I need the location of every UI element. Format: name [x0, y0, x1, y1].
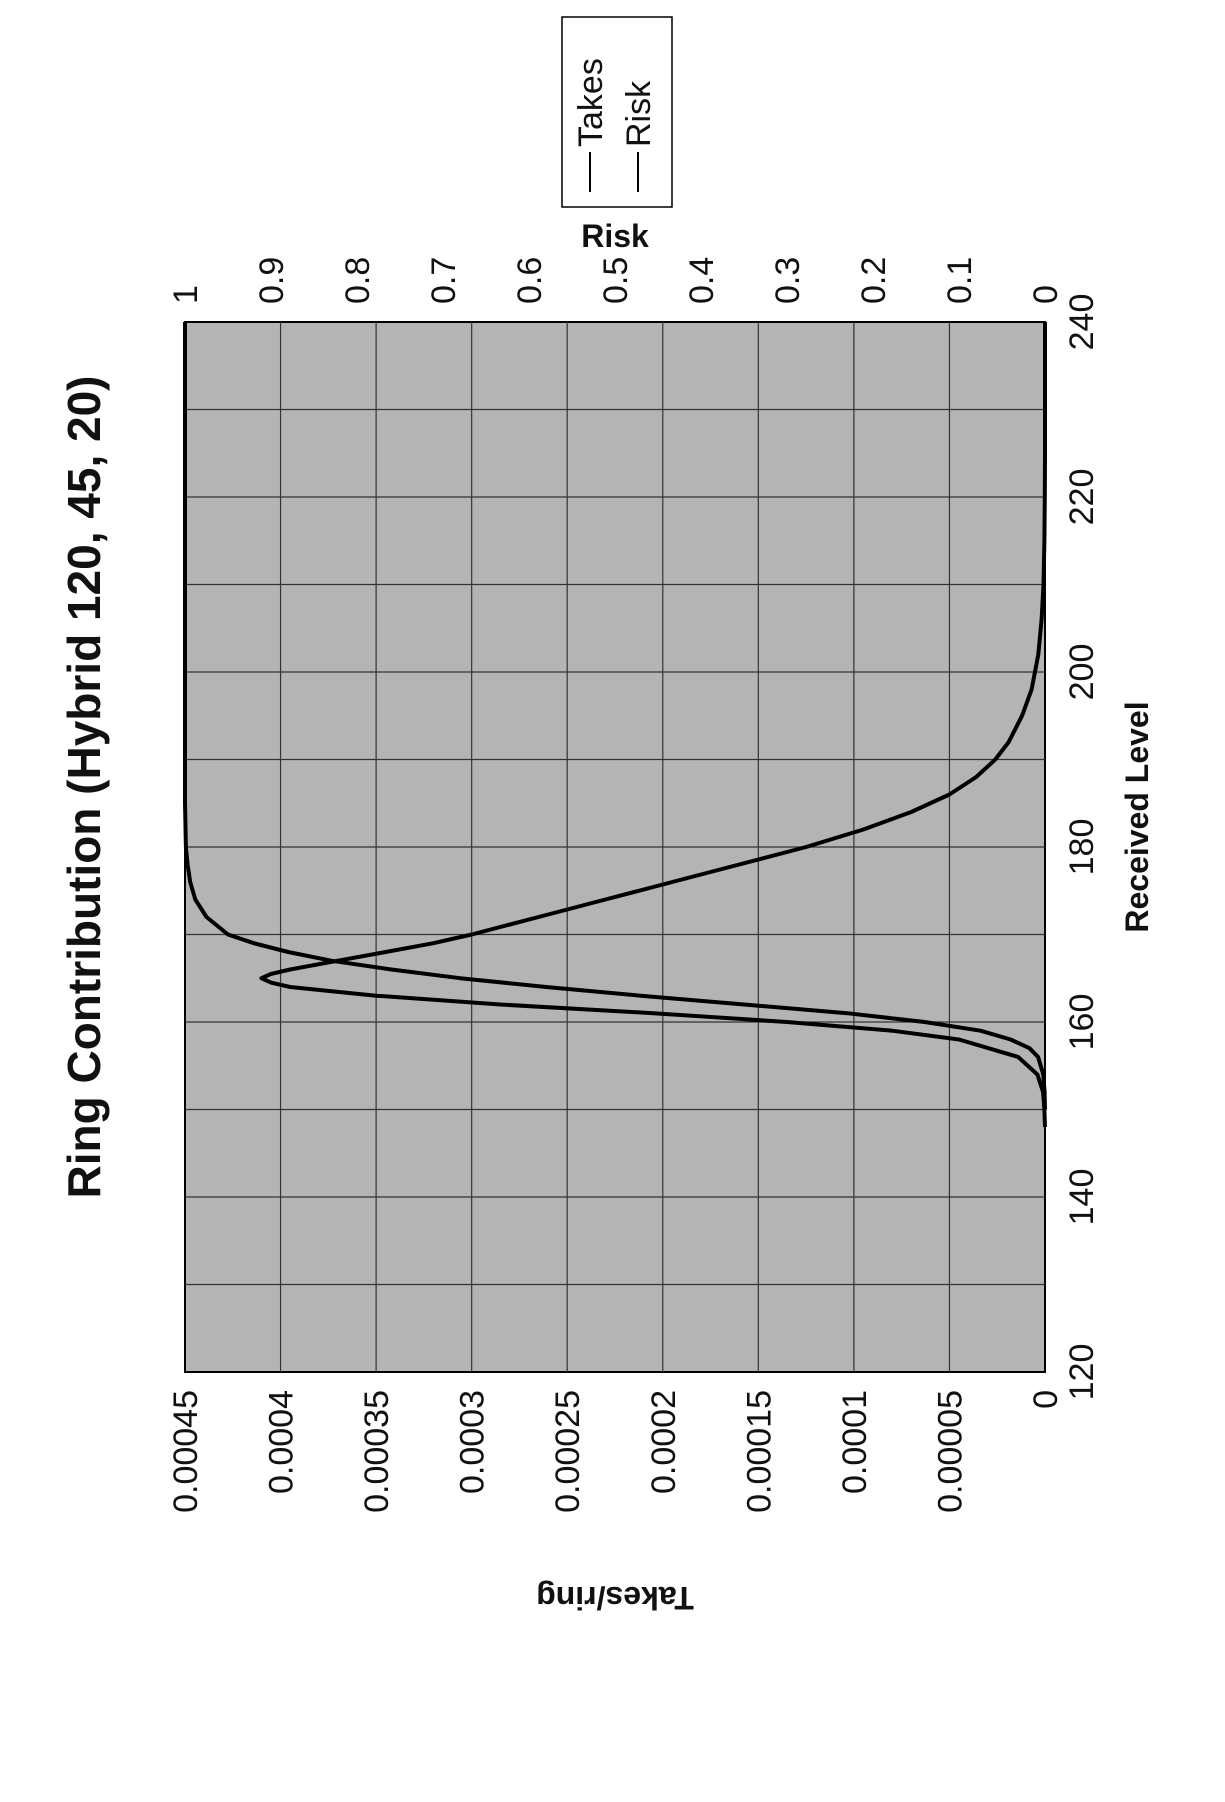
x-tick-label: 180 — [1063, 819, 1101, 876]
x-tick-label: 220 — [1063, 469, 1101, 526]
y2-tick-label: 0.5 — [597, 257, 635, 304]
series-layer — [183, 322, 1047, 1128]
y-tick-label: 0.00035 — [358, 1390, 396, 1513]
y2-tick-label: 0.9 — [253, 257, 291, 304]
y-axis-title: Takes/ring — [536, 1580, 694, 1616]
y-tick-labels: 0 0.00005 0.0001 0.00015 0.0002 0.00025 0.0003… — [167, 1390, 1065, 1513]
y2-tick-label: 0.3 — [769, 257, 807, 304]
x-tick-label: 160 — [1063, 994, 1101, 1051]
legend-label-risk: Risk — [620, 80, 658, 147]
y-tick-label: 0 — [1027, 1390, 1065, 1409]
grid-lines-x — [185, 408, 1045, 1286]
legend-label-takes: Takes — [572, 58, 610, 147]
series-line-takes — [259, 322, 1047, 1128]
y2-tick-label: 0 — [1027, 285, 1065, 304]
x-tick-label: 240 — [1063, 294, 1101, 351]
y2-tick-label: 0.6 — [511, 257, 549, 304]
y2-tick-label: 1 — [167, 285, 205, 304]
y-tick-label: 0.00045 — [167, 1390, 205, 1513]
x-tick-label: 120 — [1063, 1344, 1101, 1401]
chart-title: Ring Contribution (Hybrid 120, 45, 20) — [58, 376, 110, 1199]
x-tick-label: 200 — [1063, 644, 1101, 701]
y2-tick-label: 0.1 — [941, 257, 979, 304]
x-tick-label: 140 — [1063, 1169, 1101, 1226]
y2-tick-label: 0.2 — [855, 257, 893, 304]
series-line-risk — [183, 322, 1047, 1110]
y-tick-label: 0.0002 — [645, 1390, 683, 1494]
x-tick-labels: 120 140 160 180 200 220 240 — [1063, 294, 1101, 1401]
x-axis-title: Received Level — [1119, 701, 1155, 932]
y-tick-label: 0.00015 — [740, 1390, 778, 1513]
y-tick-label: 0.0001 — [836, 1390, 874, 1494]
y-tick-label: 0.00005 — [931, 1390, 969, 1513]
y-tick-label: 0.00025 — [549, 1390, 587, 1513]
y-tick-label: 0.0003 — [454, 1390, 492, 1494]
grid-lines-y — [279, 322, 951, 1372]
y2-tick-label: 0.4 — [683, 257, 721, 304]
legend: Takes Risk — [561, 16, 673, 208]
y2-tick-labels: 0 0.1 0.2 0.3 0.4 0.5 0.6 0.7 0.8 0.9 1 — [167, 257, 1065, 304]
y-tick-label: 0.0004 — [263, 1390, 301, 1494]
y2-tick-label: 0.7 — [425, 257, 463, 304]
y2-tick-label: 0.8 — [339, 257, 377, 304]
y2-axis-title: Risk — [581, 218, 649, 254]
